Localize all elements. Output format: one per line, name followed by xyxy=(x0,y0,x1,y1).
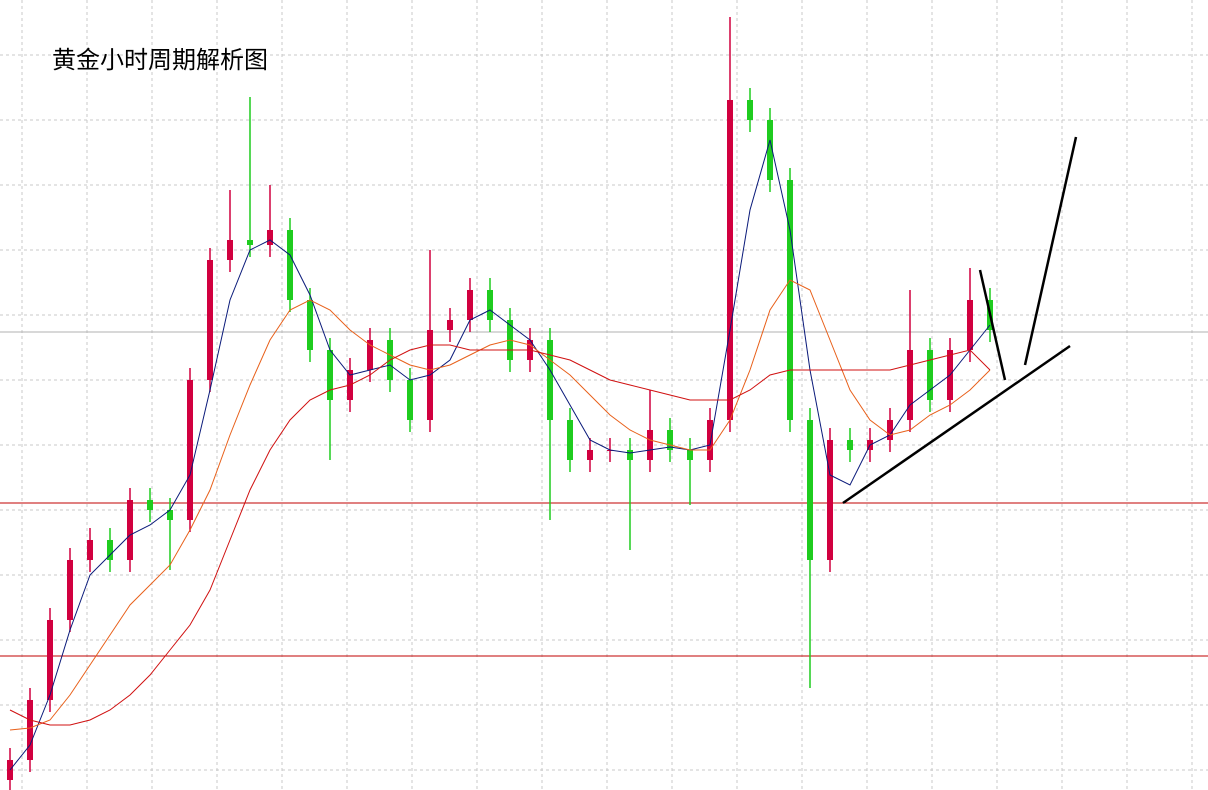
candle-body xyxy=(767,120,773,180)
moving-average xyxy=(9,344,991,726)
candle-body xyxy=(827,440,833,560)
candle-body xyxy=(487,290,493,320)
candle-body xyxy=(107,540,113,560)
candle-body xyxy=(467,290,473,320)
trend-line xyxy=(978,269,1007,381)
candle-body xyxy=(47,620,53,700)
candle-body xyxy=(667,430,673,450)
candle-body xyxy=(907,350,913,420)
candle-body xyxy=(267,230,273,245)
candle-body xyxy=(587,450,593,460)
candle-body xyxy=(707,420,713,460)
moving-average xyxy=(9,279,991,731)
candle-body xyxy=(87,540,93,560)
candle-body xyxy=(627,450,633,460)
candle-body xyxy=(307,300,313,350)
candle-body xyxy=(27,700,33,760)
candle-body xyxy=(407,380,413,420)
candle-body xyxy=(687,450,693,460)
chart-title: 黄金小时周期解析图 xyxy=(52,46,268,74)
candle-body xyxy=(847,440,853,450)
candle-body xyxy=(807,420,813,560)
candle-body xyxy=(67,560,73,620)
candle-body xyxy=(747,100,753,120)
candle-body xyxy=(287,230,293,300)
candle-body xyxy=(247,240,253,245)
candle-body xyxy=(967,300,973,350)
candle-body xyxy=(187,380,193,520)
candle-body xyxy=(167,510,173,520)
candle-body xyxy=(567,420,573,460)
trend-line xyxy=(1023,136,1078,366)
candle-body xyxy=(127,500,133,560)
candle-body xyxy=(787,180,793,420)
plot xyxy=(0,17,1208,790)
candle-body xyxy=(887,420,893,440)
candle-body xyxy=(447,320,453,330)
candle-body xyxy=(927,350,933,400)
candle-body xyxy=(727,100,733,420)
moving-average xyxy=(9,139,991,771)
candle-body xyxy=(367,340,373,370)
candle-body xyxy=(647,430,653,460)
candle-body xyxy=(147,500,153,510)
candle-body xyxy=(547,340,553,420)
candle-body xyxy=(327,350,333,400)
candle-body xyxy=(227,240,233,260)
trend-line xyxy=(842,344,1071,505)
candle-body xyxy=(207,260,213,380)
